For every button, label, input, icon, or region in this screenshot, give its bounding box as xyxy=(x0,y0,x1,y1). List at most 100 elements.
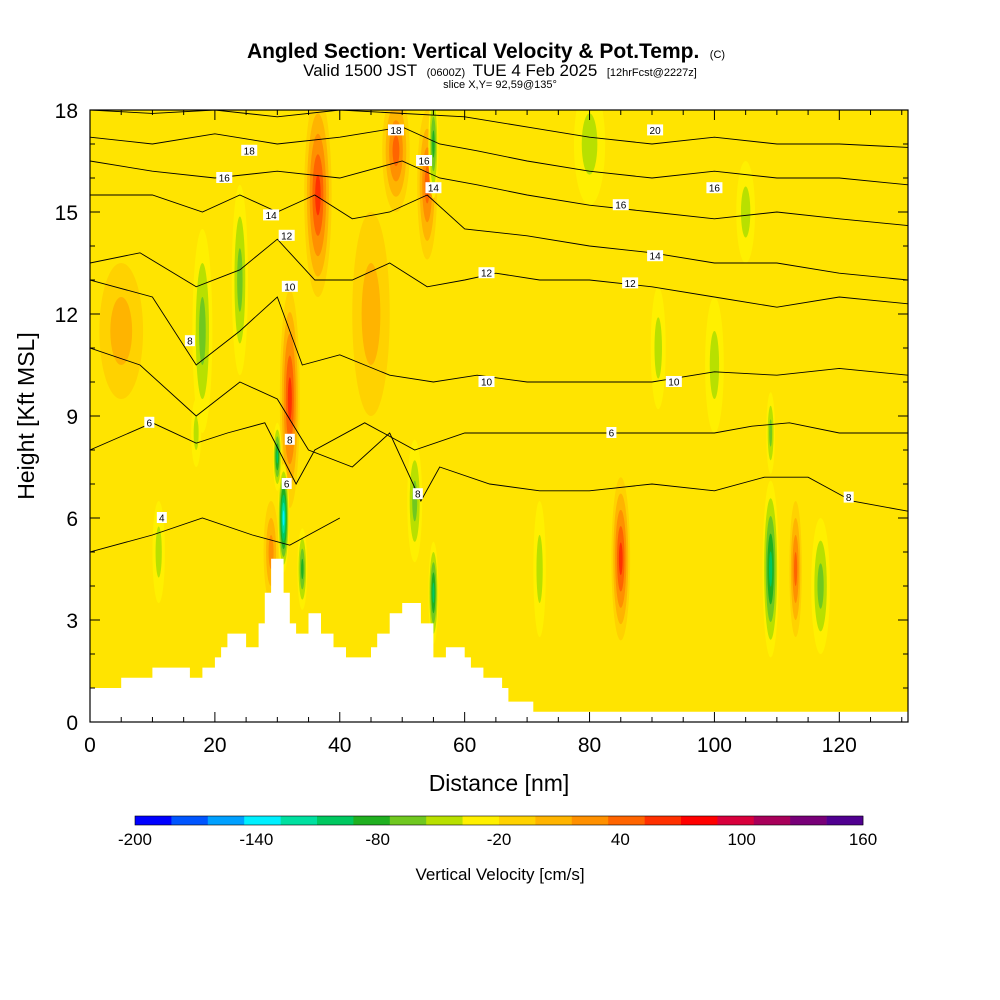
velocity-cell xyxy=(301,558,304,580)
colorbar-swatch xyxy=(644,816,682,825)
theta-contour xyxy=(90,422,908,485)
colorbar-swatch xyxy=(317,816,354,825)
x-axis: 0 20 40 60 80 100 120 xyxy=(84,110,903,757)
velocity-cell xyxy=(287,377,292,421)
colorbar-swatch xyxy=(499,816,536,825)
contour-label: 18 xyxy=(387,124,404,137)
contour-label: 14 xyxy=(647,250,664,263)
x-tick-label: 60 xyxy=(453,734,476,757)
colorbar-tick-label: -140 xyxy=(239,830,273,849)
slice-label: slice X,Y= 92,59@135° xyxy=(443,79,557,91)
velocity-cell xyxy=(432,130,435,158)
contour-label-text: 12 xyxy=(281,231,293,242)
velocity-cell xyxy=(709,331,720,399)
velocity-cell xyxy=(392,135,400,167)
colorbar-tick-label: -80 xyxy=(365,830,390,849)
theta-contour xyxy=(90,238,908,308)
colorbar-swatch xyxy=(135,816,172,825)
contour-label: 16 xyxy=(612,199,629,212)
contour-label: 16 xyxy=(416,155,433,168)
velocity-cell xyxy=(193,416,199,450)
contour-label: 20 xyxy=(647,124,664,137)
colorbar-swatch xyxy=(462,816,500,825)
contour-label-text: 16 xyxy=(419,157,431,168)
velocity-cell xyxy=(282,510,285,526)
contour-label: 12 xyxy=(278,229,295,242)
contour-label: 14 xyxy=(425,182,442,195)
velocity-cell xyxy=(618,542,623,576)
contour-label: 10 xyxy=(665,376,682,389)
contour-label: 14 xyxy=(263,209,280,222)
colorbar-swatch xyxy=(244,816,281,825)
contour-label: 12 xyxy=(622,277,639,290)
contour-label-text: 16 xyxy=(219,174,231,185)
contour-label-text: 8 xyxy=(187,337,193,348)
colorbar-swatch xyxy=(353,816,391,825)
velocity-cell xyxy=(794,552,798,586)
contour-label-text: 14 xyxy=(650,252,662,263)
y-tick-label: 15 xyxy=(55,202,78,225)
contour-label-text: 16 xyxy=(709,184,721,195)
velocity-cell xyxy=(276,450,279,464)
contour-label-text: 6 xyxy=(284,480,290,491)
plot-background xyxy=(90,110,908,722)
theta-contour xyxy=(90,279,908,383)
contour-label: 4 xyxy=(156,512,167,525)
contour-label-text: 4 xyxy=(159,514,165,525)
velocity-cell xyxy=(361,263,381,365)
velocity-cell xyxy=(199,297,206,365)
y-tick-label: 6 xyxy=(66,508,78,531)
colorbar-swatch xyxy=(681,816,718,825)
contour-label-text: 8 xyxy=(846,493,852,504)
contour-label-text: 10 xyxy=(668,378,680,389)
velocity-cell xyxy=(536,535,543,603)
colorbar-swatch xyxy=(717,816,755,825)
contour-label: 6 xyxy=(281,478,292,491)
colorbar-tick-label: -200 xyxy=(118,830,152,849)
contour-label-text: 8 xyxy=(287,435,293,446)
contour-label-text: 8 xyxy=(415,490,421,501)
colorbar-swatch xyxy=(753,816,791,825)
colorbar-tick-label: 160 xyxy=(849,830,877,849)
colorbar-frame xyxy=(134,815,864,826)
colorbar-swatch xyxy=(608,816,645,825)
y-tick-label: 12 xyxy=(55,304,78,327)
theta-contour xyxy=(90,347,908,512)
theta-contour xyxy=(90,194,908,281)
theta-contour xyxy=(90,160,908,227)
colorbar-swatch xyxy=(171,816,209,825)
colorbar-swatch xyxy=(535,816,573,825)
x-tick-label: 120 xyxy=(822,734,857,757)
velocity-cell xyxy=(432,582,435,603)
contour-label: 12 xyxy=(478,267,495,280)
contour-label-text: 6 xyxy=(609,429,615,440)
colorbar-swatch xyxy=(207,816,245,825)
theta-contour xyxy=(90,126,908,186)
velocity-cell xyxy=(581,113,598,175)
contour-label-text: 12 xyxy=(481,269,493,280)
y-axis: 0 3 6 9 12 15 18 xyxy=(55,100,908,735)
velocity-cell xyxy=(769,551,773,587)
velocity-cell xyxy=(817,563,824,609)
contour-label: 8 xyxy=(284,433,295,446)
y-tick-label: 18 xyxy=(55,100,78,123)
contour-label: 16 xyxy=(216,172,233,185)
velocity-cell xyxy=(315,174,321,216)
velocity-cell xyxy=(769,419,773,447)
contour-label: 10 xyxy=(281,280,298,293)
contour-label-text: 10 xyxy=(481,378,493,389)
velocity-cell xyxy=(155,526,162,578)
colorbar-tick-label: 100 xyxy=(727,830,755,849)
contour-label-text: 6 xyxy=(147,418,153,429)
x-tick-label: 20 xyxy=(203,734,226,757)
colorbar-swatch xyxy=(426,816,463,825)
chart-subtitle: Valid 1500 JST (0600Z) TUE 4 Feb 2025 [1… xyxy=(303,61,697,80)
velocity-cell xyxy=(237,248,243,312)
colorbar-title: Vertical Velocity [cm/s] xyxy=(415,865,584,884)
y-tick-label: 9 xyxy=(66,406,78,429)
y-tick-label: 0 xyxy=(66,712,78,735)
contour-label: 6 xyxy=(144,416,155,429)
colorbar-swatch xyxy=(790,816,827,825)
x-tick-label: 0 xyxy=(84,734,96,757)
